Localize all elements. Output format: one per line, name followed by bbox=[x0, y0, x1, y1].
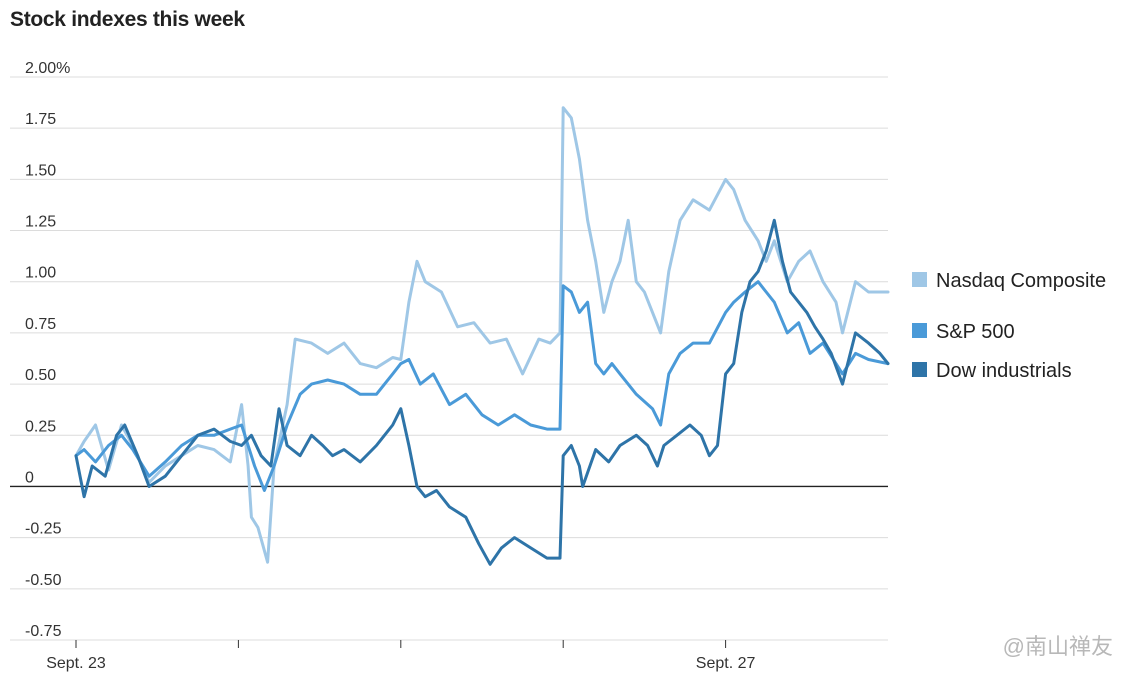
y-tick-label: 0.50 bbox=[25, 367, 56, 384]
legend-swatch bbox=[912, 323, 927, 338]
y-tick-label: 1.75 bbox=[25, 111, 56, 128]
legend-label: Dow industrials bbox=[936, 360, 1072, 382]
y-tick-label: 0.25 bbox=[25, 418, 56, 435]
series-lines bbox=[74, 106, 890, 566]
y-axis-labels: 2.00% 1.75 1.50 1.25 1.00 0.75 0.50 0.25 0 -0.25 -… bbox=[25, 60, 70, 640]
series-line-nasdaq-composite bbox=[74, 106, 890, 564]
page-title: Stock indexes this week bbox=[10, 8, 245, 31]
series-line-dow-industrials bbox=[74, 218, 890, 566]
watermark: @南山禅友 bbox=[1002, 634, 1113, 659]
y-tick-label: 1.00 bbox=[25, 265, 56, 282]
y-tick-label: 0 bbox=[25, 469, 34, 486]
legend-label: S&P 500 bbox=[936, 321, 1015, 343]
y-tick-label: 1.50 bbox=[25, 162, 56, 179]
x-axis: Sept. 23 Sept. 27 bbox=[46, 640, 755, 672]
legend-swatch bbox=[912, 272, 927, 287]
x-tick-label: Sept. 23 bbox=[46, 655, 106, 672]
y-tick-label: 2.00% bbox=[25, 60, 70, 77]
x-tick-label: Sept. 27 bbox=[696, 655, 756, 672]
y-tick-label: 1.25 bbox=[25, 214, 56, 231]
y-tick-label: -0.50 bbox=[25, 572, 62, 589]
legend: Nasdaq Composite S&P 500 Dow industrials bbox=[912, 270, 1106, 382]
legend-label: Nasdaq Composite bbox=[936, 270, 1106, 292]
legend-swatch bbox=[912, 362, 927, 377]
y-tick-label: 0.75 bbox=[25, 316, 56, 333]
series-line-s-p-500 bbox=[74, 280, 890, 492]
grid bbox=[10, 76, 888, 641]
y-tick-label: -0.75 bbox=[25, 623, 62, 640]
y-tick-label: -0.25 bbox=[25, 521, 62, 538]
